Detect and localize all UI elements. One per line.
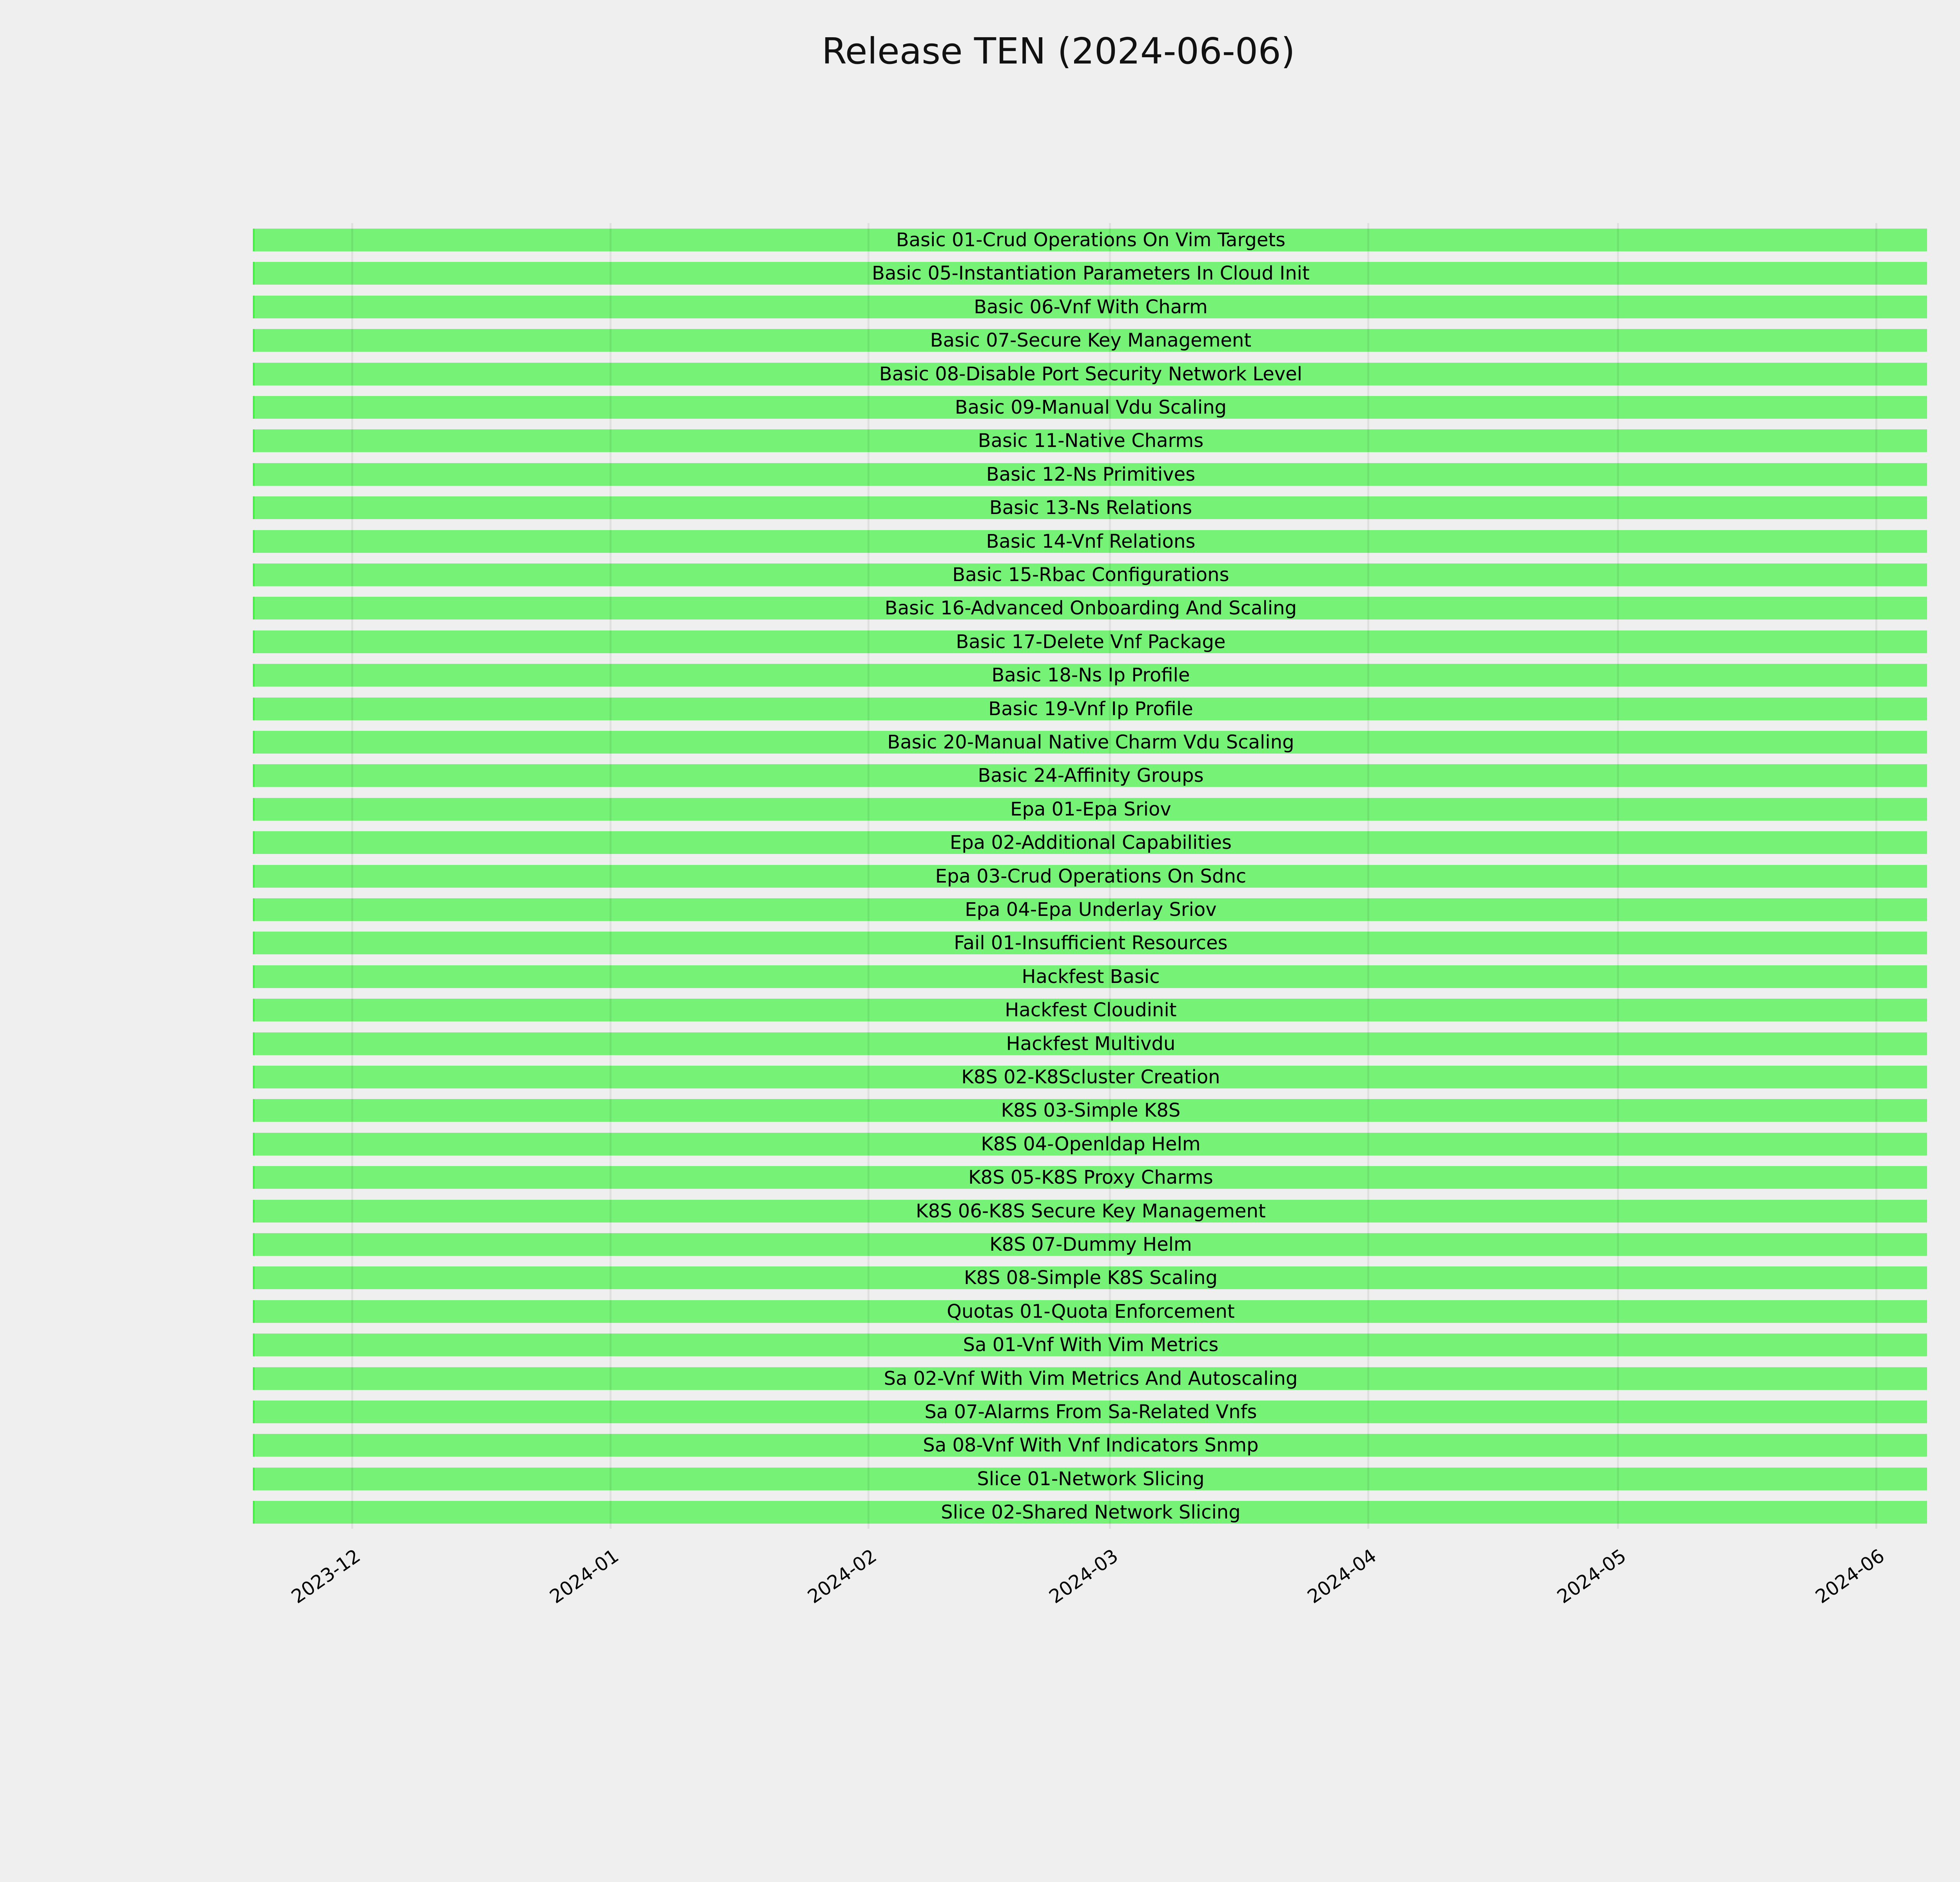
bar-label: Basic 13-Ns Relations <box>989 497 1192 519</box>
x-tick-label: 2024-05 <box>1553 1545 1631 1608</box>
gantt-bar: K8S 06-K8S Secure Key Management <box>253 1200 1927 1223</box>
gantt-bar: Hackfest Basic <box>253 965 1927 988</box>
bar-label: Hackfest Multivdu <box>1006 1033 1176 1055</box>
gantt-bar: Hackfest Cloudinit <box>253 999 1927 1021</box>
gantt-bar: K8S 03-Simple K8S <box>253 1099 1927 1122</box>
bar-label: K8S 06-K8S Secure Key Management <box>916 1200 1266 1222</box>
bar-label: Epa 04-Epa Underlay Sriov <box>965 899 1217 921</box>
bar-label: K8S 04-Openldap Helm <box>981 1133 1201 1155</box>
gantt-bar: K8S 02-K8Scluster Creation <box>253 1066 1927 1088</box>
x-tick-label: 2024-06 <box>1811 1545 1889 1608</box>
bar-label: Epa 03-Crud Operations On Sdnc <box>935 865 1247 887</box>
gantt-bar: Basic 13-Ns Relations <box>253 496 1927 519</box>
bar-label: Slice 02-Shared Network Slicing <box>941 1501 1241 1523</box>
bar-label: Basic 11-Native Charms <box>978 430 1204 452</box>
x-tick-label: 2024-02 <box>804 1545 881 1608</box>
gantt-bar: Sa 07-Alarms From Sa-Related Vnfs <box>253 1401 1927 1423</box>
gantt-bar: Basic 05-Instantiation Parameters In Clo… <box>253 262 1927 285</box>
gantt-bar: Basic 09-Manual Vdu Scaling <box>253 396 1927 419</box>
bar-label: Basic 14-Vnf Relations <box>986 530 1196 552</box>
bar-label: K8S 05-K8S Proxy Charms <box>968 1166 1213 1188</box>
gantt-bar: Epa 04-Epa Underlay Sriov <box>253 898 1927 921</box>
bar-label: Basic 09-Manual Vdu Scaling <box>955 396 1227 418</box>
bar-label: Basic 08-Disable Port Security Network L… <box>879 363 1303 385</box>
gantt-bar: K8S 07-Dummy Helm <box>253 1233 1927 1256</box>
x-tick-label: 2024-01 <box>546 1545 623 1608</box>
gantt-bar: Basic 18-Ns Ip Profile <box>253 664 1927 687</box>
gantt-bar: Basic 06-Vnf With Charm <box>253 296 1927 318</box>
bar-label: Basic 20-Manual Native Charm Vdu Scaling <box>887 731 1294 753</box>
bar-label: K8S 02-K8Scluster Creation <box>961 1066 1220 1088</box>
gantt-bar: Epa 03-Crud Operations On Sdnc <box>253 865 1927 888</box>
bar-label: Sa 08-Vnf With Vnf Indicators Snmp <box>923 1434 1259 1456</box>
gantt-bar: Slice 01-Network Slicing <box>253 1468 1927 1490</box>
bar-label: Slice 01-Network Slicing <box>977 1468 1205 1490</box>
bar-label: Epa 01-Epa Sriov <box>1010 798 1171 820</box>
bar-label: Hackfest Basic <box>1022 966 1160 988</box>
gantt-bar: Basic 12-Ns Primitives <box>253 463 1927 486</box>
gantt-bar: Basic 20-Manual Native Charm Vdu Scaling <box>253 731 1927 754</box>
gantt-bar: Sa 08-Vnf With Vnf Indicators Snmp <box>253 1434 1927 1457</box>
bar-label: Basic 07-Secure Key Management <box>930 329 1252 351</box>
gantt-bar: Basic 17-Delete Vnf Package <box>253 630 1927 653</box>
bar-label: Hackfest Cloudinit <box>1005 999 1177 1021</box>
bar-label: Basic 17-Delete Vnf Package <box>956 631 1226 653</box>
gantt-bar: Basic 24-Affinity Groups <box>253 764 1927 787</box>
bar-label: Basic 19-Vnf Ip Profile <box>988 698 1193 720</box>
bar-label: Basic 05-Instantiation Parameters In Clo… <box>872 262 1310 284</box>
bar-label: K8S 07-Dummy Helm <box>989 1233 1192 1255</box>
gantt-bar: K8S 04-Openldap Helm <box>253 1133 1927 1155</box>
gantt-bar: Sa 01-Vnf With Vim Metrics <box>253 1333 1927 1356</box>
bar-label: Basic 24-Affinity Groups <box>978 765 1204 787</box>
bar-label: K8S 08-Simple K8S Scaling <box>964 1267 1218 1289</box>
gantt-bar: Basic 07-Secure Key Management <box>253 329 1927 352</box>
bar-label: Quotas 01-Quota Enforcement <box>947 1301 1235 1322</box>
gantt-bar: Basic 01-Crud Operations On Vim Targets <box>253 229 1927 251</box>
x-tick-label: 2024-03 <box>1045 1545 1123 1608</box>
x-tick-label: 2024-04 <box>1303 1545 1381 1608</box>
bar-label: Sa 02-Vnf With Vim Metrics And Autoscali… <box>884 1368 1298 1390</box>
chart-title: Release TEN (2024-06-06) <box>822 30 1295 72</box>
bar-label: Basic 12-Ns Primitives <box>986 463 1196 485</box>
gantt-bar: Epa 01-Epa Sriov <box>253 798 1927 821</box>
bar-label: Epa 02-Additional Capabilities <box>949 832 1232 854</box>
gantt-bar: Fail 01-Insufficient Resources <box>253 932 1927 954</box>
gantt-bar: Basic 14-Vnf Relations <box>253 530 1927 553</box>
gantt-bar: K8S 08-Simple K8S Scaling <box>253 1266 1927 1289</box>
bar-label: Fail 01-Insufficient Resources <box>954 932 1228 954</box>
gantt-bar: Slice 02-Shared Network Slicing <box>253 1501 1927 1524</box>
gantt-bar: Basic 19-Vnf Ip Profile <box>253 698 1927 720</box>
bar-label: Sa 07-Alarms From Sa-Related Vnfs <box>924 1401 1257 1423</box>
gantt-bar: Basic 11-Native Charms <box>253 429 1927 452</box>
bar-label: Basic 18-Ns Ip Profile <box>991 664 1190 686</box>
gantt-bar: Epa 02-Additional Capabilities <box>253 831 1927 854</box>
bar-label: Sa 01-Vnf With Vim Metrics <box>963 1334 1219 1356</box>
bar-label: K8S 03-Simple K8S <box>1001 1099 1181 1121</box>
gantt-bar: Hackfest Multivdu <box>253 1032 1927 1055</box>
gantt-bar: Quotas 01-Quota Enforcement <box>253 1300 1927 1323</box>
bar-label: Basic 15-Rbac Configurations <box>952 564 1229 586</box>
bar-label: Basic 16-Advanced Onboarding And Scaling <box>884 597 1297 619</box>
bar-label: Basic 06-Vnf With Charm <box>974 296 1208 318</box>
gantt-bar: Basic 16-Advanced Onboarding And Scaling <box>253 597 1927 619</box>
gantt-bar: Sa 02-Vnf With Vim Metrics And Autoscali… <box>253 1367 1927 1390</box>
x-tick-label: 2023-12 <box>287 1545 365 1608</box>
gantt-bar: K8S 05-K8S Proxy Charms <box>253 1166 1927 1189</box>
gantt-bar: Basic 08-Disable Port Security Network L… <box>253 363 1927 385</box>
bar-label: Basic 01-Crud Operations On Vim Targets <box>896 229 1286 251</box>
gantt-bar: Basic 15-Rbac Configurations <box>253 563 1927 586</box>
